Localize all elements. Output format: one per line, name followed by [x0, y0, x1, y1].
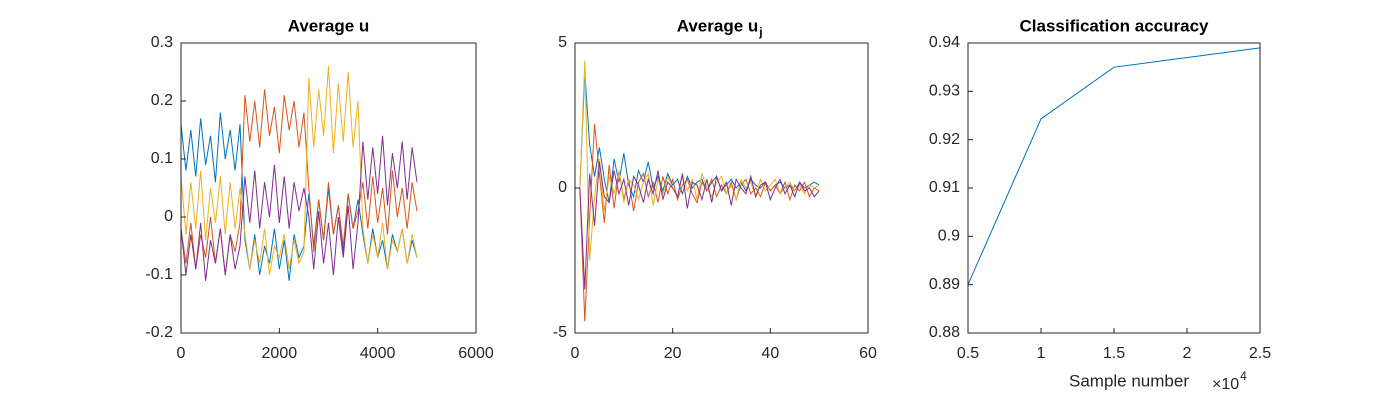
y-tick-label: -5 — [553, 324, 567, 341]
data-line — [579, 60, 820, 261]
y-tick-label: 5 — [558, 34, 567, 51]
chart-title: Average u — [677, 16, 759, 35]
x-tick-label: 2000 — [262, 345, 298, 362]
data-line — [579, 71, 820, 203]
y-tick-label: 0.92 — [929, 131, 960, 148]
x-multiplier-power: 4 — [1240, 369, 1247, 383]
y-tick-label: 0.94 — [929, 34, 960, 51]
x-tick-label: 2 — [1183, 345, 1192, 362]
x-tick-label: 60 — [859, 345, 877, 362]
axes-box — [180, 42, 477, 334]
chart-title-subscript: j — [758, 25, 762, 39]
y-tick-label: -0.2 — [145, 324, 173, 341]
y-tick-label: 0.88 — [929, 324, 960, 341]
x-tick-label: 6000 — [458, 345, 494, 362]
y-tick-label: 0.9 — [938, 228, 960, 245]
data-line — [579, 124, 820, 322]
data-line — [180, 135, 418, 281]
y-tick-label: 0.93 — [929, 83, 960, 100]
data-line — [180, 66, 418, 276]
y-tick-label: 0 — [164, 208, 173, 225]
data-line — [967, 47, 1261, 285]
y-tick-label: 0.91 — [929, 179, 960, 196]
chart-title: Average u — [288, 16, 370, 35]
x-tick-label: 20 — [664, 345, 682, 362]
y-tick-label: 0.1 — [151, 150, 173, 167]
x-tick-label: 1 — [1037, 345, 1046, 362]
axes-box — [967, 42, 1261, 334]
x-tick-label: 0.5 — [957, 345, 979, 362]
axes-box — [574, 42, 869, 334]
x-tick-label: 4000 — [360, 345, 396, 362]
y-tick-label: 0.2 — [151, 92, 173, 109]
y-tick-label: -0.1 — [145, 266, 173, 283]
x-axis-label: Sample number — [1069, 371, 1189, 390]
data-line — [579, 161, 820, 290]
chart-title: Classification accuracy — [1020, 16, 1210, 35]
x-tick-label: 40 — [761, 345, 779, 362]
y-tick-label: 0.3 — [151, 34, 173, 51]
data-line — [180, 89, 418, 276]
y-tick-label: 0.89 — [929, 276, 960, 293]
x-tick-label: 1.5 — [1103, 345, 1125, 362]
x-tick-label: 2.5 — [1249, 345, 1271, 362]
x-tick-label: 0 — [177, 345, 186, 362]
x-tick-label: 0 — [571, 345, 580, 362]
y-tick-label: 0 — [558, 179, 567, 196]
x-multiplier: ×10 — [1212, 376, 1239, 393]
